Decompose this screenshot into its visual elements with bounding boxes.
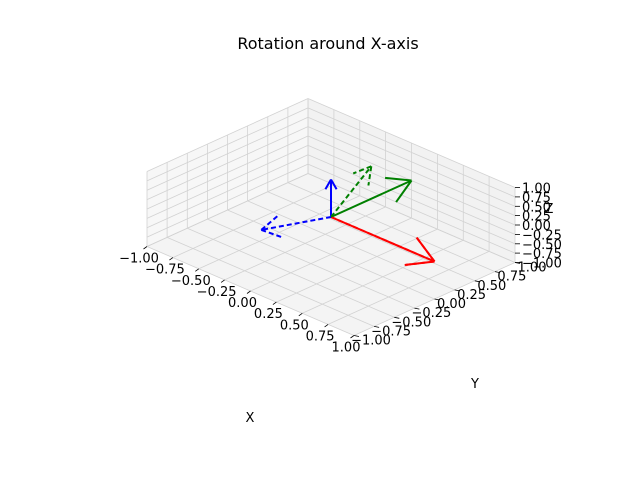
- grid-line: [307, 98, 516, 188]
- z-axis-label: Z: [545, 202, 554, 217]
- vector-arrowhead: [260, 228, 282, 238]
- grid-line: [146, 98, 309, 172]
- x-tick-label: −0.25: [197, 285, 237, 300]
- z-tick-label: 1.00: [522, 182, 551, 197]
- z-tick-label: −0.25: [522, 228, 562, 243]
- tick-mark: [324, 324, 329, 328]
- grid-line: [287, 182, 496, 272]
- grid-line: [327, 251, 490, 325]
- z-tick-label: −0.75: [522, 247, 562, 262]
- y-axis-label: Y: [470, 377, 479, 392]
- grid-line: [146, 116, 309, 191]
- x-tick-label: −1.00: [119, 252, 159, 267]
- tick-marks: [143, 187, 521, 339]
- z-tick-label: 0.00: [522, 219, 551, 234]
- grid-line: [307, 107, 516, 198]
- vectors: [260, 165, 436, 266]
- y-tick-label: −0.50: [391, 315, 431, 330]
- x-axis-label: X: [246, 411, 255, 426]
- vector-arrowhead: [330, 179, 338, 190]
- x-tick-label: 0.25: [254, 307, 283, 322]
- y-tick-label: −0.25: [411, 306, 451, 321]
- tick-mark: [195, 268, 200, 272]
- tick-labels: −1.00−0.75−0.50−0.250.000.250.500.751.00…: [119, 182, 562, 356]
- tick-mark: [414, 307, 420, 310]
- vector-shaft: [261, 216, 332, 231]
- z-tick-label: 0.25: [522, 210, 551, 225]
- grid-line: [307, 173, 516, 263]
- grid-line: [267, 191, 475, 282]
- vector-z-original: [324, 179, 338, 217]
- z-tick-label: −1.00: [522, 257, 562, 272]
- tick-mark: [169, 257, 174, 261]
- tick-mark: [272, 301, 277, 305]
- grid-line: [302, 239, 464, 314]
- y-tick-label: 0.00: [437, 297, 466, 312]
- y-tick-label: 0.50: [477, 279, 506, 294]
- vector-arrowhead: [324, 179, 332, 190]
- tick-mark: [434, 298, 440, 301]
- tick-mark: [220, 279, 225, 283]
- tick-mark: [374, 326, 380, 328]
- x-tick-label: −0.75: [145, 263, 185, 278]
- vector-arrowhead: [260, 215, 279, 231]
- vector-shaft: [330, 165, 373, 218]
- tick-mark: [394, 316, 400, 319]
- vector-arrowhead: [367, 166, 373, 186]
- tick-mark: [143, 246, 148, 250]
- grid-line: [247, 200, 455, 291]
- x-tick-label: 0.75: [306, 329, 335, 344]
- vector-arrowhead: [352, 165, 372, 175]
- vector-y-original: [330, 176, 413, 218]
- z-tick-label: 0.75: [522, 191, 551, 206]
- y-tick-label: −1.00: [351, 334, 391, 349]
- vector-arrowhead: [395, 179, 413, 203]
- tick-mark: [494, 271, 500, 273]
- vector-arrowhead: [385, 176, 412, 182]
- x-tick-label: 0.50: [280, 318, 309, 333]
- vector-x-rotated: [330, 216, 436, 266]
- x-tick-label: 0.00: [228, 296, 257, 311]
- vector-arrowhead: [404, 260, 435, 266]
- x-tick-label: 1.00: [332, 341, 361, 356]
- z-tick-label: −0.50: [522, 238, 562, 253]
- y-tick-label: −0.75: [371, 324, 411, 339]
- grid-line: [307, 116, 516, 207]
- y-tick-label: 0.75: [497, 270, 526, 285]
- grid-line: [146, 107, 309, 182]
- vector-shaft: [330, 179, 412, 218]
- vector-arrowhead: [415, 236, 436, 263]
- y-tick-label: 0.25: [457, 288, 486, 303]
- tick-mark: [350, 335, 355, 339]
- vector-shaft: [330, 216, 435, 263]
- vector-z-rotated: [260, 215, 332, 238]
- tick-mark: [246, 290, 251, 294]
- x-tick-label: −0.50: [171, 274, 211, 289]
- grid-line: [227, 209, 435, 300]
- tick-mark: [353, 335, 360, 337]
- grid-line: [307, 126, 516, 216]
- grid-line: [146, 126, 309, 200]
- vector-y-rotated: [330, 165, 373, 218]
- tick-mark: [454, 289, 460, 292]
- grid-line: [146, 135, 309, 210]
- chart-title: Rotation around X-axis: [237, 34, 418, 53]
- grid-line: [276, 228, 438, 303]
- y-tick-label: 1.00: [518, 261, 547, 276]
- z-tick-label: 0.50: [522, 200, 551, 215]
- tick-mark: [474, 280, 480, 283]
- tick-mark: [298, 312, 303, 317]
